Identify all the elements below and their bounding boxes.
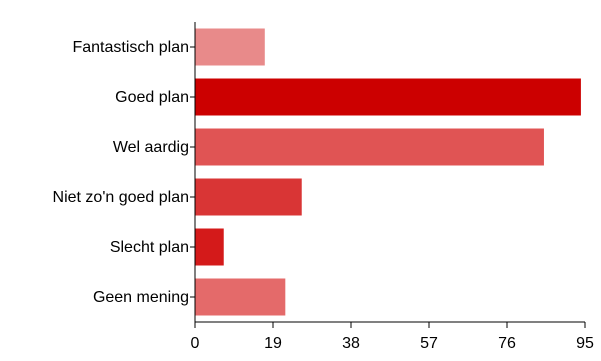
bar	[195, 278, 286, 316]
category-label: Slecht plan	[110, 239, 189, 256]
category-label: Niet zo'n goed plan	[53, 189, 189, 206]
bar	[195, 228, 224, 266]
category-label: Geen mening	[93, 289, 189, 306]
bar	[195, 28, 265, 66]
x-tick-label: 0	[191, 335, 200, 352]
x-tick-label: 95	[576, 335, 594, 352]
x-tick-label: 38	[342, 335, 360, 352]
bar	[195, 78, 581, 116]
bar	[195, 128, 544, 166]
bar	[195, 178, 302, 216]
category-label: Fantastisch plan	[72, 39, 189, 56]
x-tick-label: 57	[420, 335, 438, 352]
x-tick-label: 76	[498, 335, 516, 352]
category-label: Wel aardig	[113, 139, 189, 156]
category-label: Goed plan	[115, 89, 189, 106]
x-tick-label: 19	[264, 335, 282, 352]
